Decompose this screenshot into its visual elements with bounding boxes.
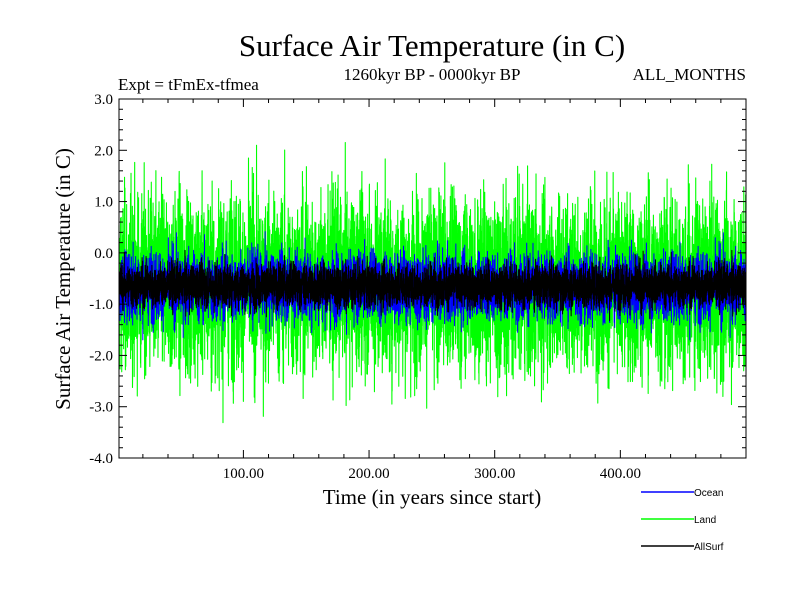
legend-label-allsurf: AllSurf [694,542,724,553]
y-tick-labels: 3.0 2.0 1.0 0.0 -1.0 -2.0 -3.0 -4.0 [89,92,113,467]
x-tick-label: 300.00 [474,466,515,482]
y-tick-label: 0.0 [94,246,113,262]
chart-title: Surface Air Temperature (in C) [239,28,625,63]
experiment-label: Expt = tFmEx-tfmea [118,75,259,94]
y-tick-label: -1.0 [89,297,113,313]
y-tick-label: -3.0 [89,400,113,416]
y-tick-label: 1.0 [94,195,113,211]
plot-frame [118,98,747,459]
x-axis-title: Time (in years since start) [323,485,542,509]
x-tick-label: 100.00 [223,466,264,482]
series-line-allsurf [118,249,747,321]
months-label: ALL_MONTHS [633,65,746,84]
x-tick-label: 200.00 [348,466,389,482]
x-tick-label: 400.00 [600,466,641,482]
legend-label-ocean: Ocean [694,488,723,499]
y-tick-label: -4.0 [89,451,113,467]
y-tick-label: 2.0 [94,143,113,159]
y-tick-label: -2.0 [89,348,113,364]
y-axis-title: Surface Air Temperature (in C) [51,148,75,410]
axis-ticks [119,98,747,459]
y-tick-label: 3.0 [94,92,113,108]
period-label: 1260kyr BP - 0000kyr BP [344,65,521,84]
x-tick-labels: 100.00 200.00 300.00 400.00 [223,466,641,482]
legend: Ocean Land AllSurf [641,488,724,553]
legend-label-land: Land [694,515,716,526]
plot-series [118,141,747,424]
